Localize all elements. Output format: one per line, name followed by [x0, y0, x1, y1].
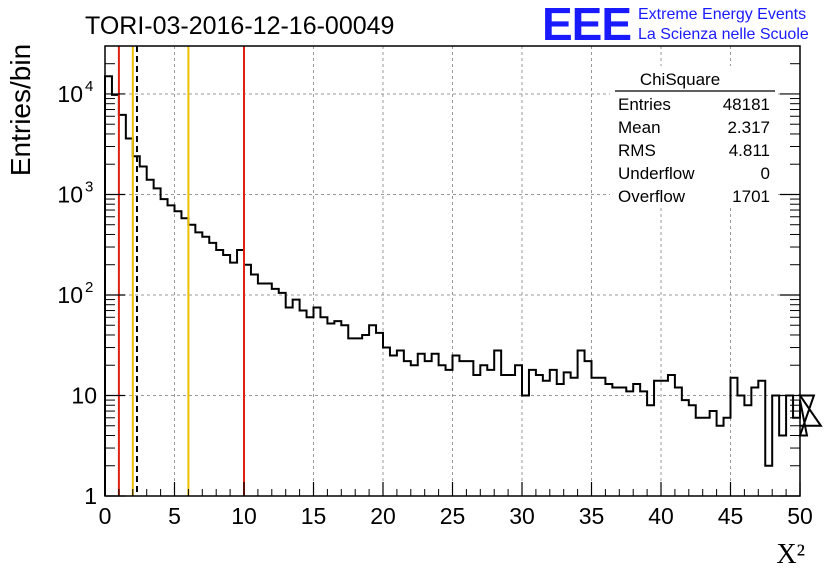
stats-row-value: 4.811 — [729, 141, 770, 160]
x-axis-label: X² — [776, 539, 805, 570]
eee-logo-mark: EEE — [542, 0, 631, 50]
eee-logo: EEE Extreme Energy Events La Scienza nel… — [542, 0, 809, 50]
stats-row-label: Entries — [618, 95, 671, 114]
stats-box: ChiSquare Entries 48181 Mean 2.317 RMS 4.811 U… — [610, 66, 778, 208]
x-tick-label: 50 — [787, 503, 813, 529]
stats-row-value: 1701 — [732, 187, 770, 206]
y-tick-label: 10 — [57, 282, 83, 308]
x-tick-label: 30 — [509, 503, 535, 529]
x-tick-label: 20 — [370, 503, 396, 529]
stats-row-label: Overflow — [618, 187, 686, 206]
x-tick-labels: 0 5 10 15 20 25 30 35 40 45 50 — [99, 503, 813, 529]
y-axis-label: Entries/bin — [5, 44, 36, 176]
y-tick-label: 10 — [57, 181, 83, 207]
stats-row-value: 0 — [761, 164, 770, 183]
y-tick-exponent: 2 — [85, 279, 93, 296]
x-tick-label: 40 — [648, 503, 674, 529]
y-tick-exponent: 4 — [85, 78, 93, 95]
x-tick-label: 35 — [579, 503, 605, 529]
stats-row-label: Mean — [618, 118, 661, 137]
logo-line-1: Extreme Energy Events — [638, 6, 806, 23]
x-tick-label: 5 — [168, 503, 181, 529]
stats-title: ChiSquare — [640, 70, 720, 89]
x-tick-label: 10 — [231, 503, 257, 529]
stats-rows: Entries 48181 Mean 2.317 RMS 4.811 Underflow 0 O… — [618, 95, 770, 206]
y-tick-label: 10 — [57, 81, 83, 107]
stats-row-label: RMS — [618, 141, 656, 160]
stats-row-value: 2.317 — [727, 118, 770, 137]
histogram-series — [104, 75, 823, 496]
x-tick-label: 25 — [440, 503, 466, 529]
y-tick-exponent: 3 — [85, 178, 93, 195]
x-tick-label: 15 — [301, 503, 327, 529]
stats-row-label: Underflow — [618, 164, 695, 183]
axis-ticks — [104, 63, 801, 497]
y-tick-label: 10 — [71, 382, 97, 408]
x-tick-label: 45 — [718, 503, 744, 529]
x-tick-label: 0 — [99, 503, 112, 529]
stats-row-value: 48181 — [723, 95, 770, 114]
threshold-lines — [117, 46, 245, 496]
logo-line-2: La Scienza nelle Scuole — [638, 26, 809, 43]
y-tick-label: 1 — [84, 483, 97, 509]
grid-lines — [105, 46, 800, 496]
chart-title: TORI-03-2016-12-16-00049 — [85, 12, 394, 40]
